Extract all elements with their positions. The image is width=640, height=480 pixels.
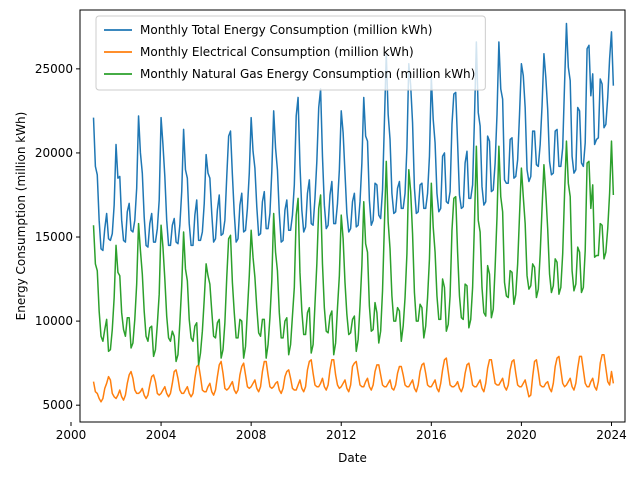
x-axis-label: Date [338,451,367,465]
x-tick-label: 2004 [146,428,177,442]
x-tick-label: 2020 [506,428,537,442]
legend-label-0: Monthly Total Energy Consumption (millio… [140,23,432,37]
legend: Monthly Total Energy Consumption (millio… [95,15,486,91]
series-line-1 [92,353,615,403]
legend-label-2: Monthly Natural Gas Energy Consumption (… [140,67,475,81]
legend-box [95,15,486,91]
x-tick-label: 2000 [56,428,87,442]
x-tick-label: 2024 [596,428,627,442]
legend-label-1: Monthly Electrical Consumption (million … [140,45,414,59]
plot-area [92,22,615,403]
x-tick-label: 2016 [416,428,447,442]
series-line-2 [92,140,615,366]
y-tick-label: 25000 [35,62,73,76]
series-line-0 [92,22,615,252]
y-tick-label: 15000 [35,230,73,244]
x-axis-ticks: 2000 2004 2008 2012 2016 2020 2024 [56,422,627,442]
y-tick-label: 10000 [35,314,73,328]
y-tick-label: 20000 [35,146,73,160]
x-tick-label: 2012 [326,428,357,442]
x-tick-label: 2008 [236,428,267,442]
y-axis-label: Energy Consumption (million kWh) [14,112,28,321]
y-axis-ticks: 5000 10000 15000 20000 25000 [35,62,80,412]
axes-frame [79,9,626,423]
y-tick-label: 5000 [42,398,73,412]
